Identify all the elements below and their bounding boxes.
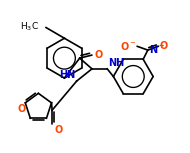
Text: NH: NH: [108, 58, 124, 68]
Text: HN: HN: [60, 70, 76, 80]
Text: H$_3$C: H$_3$C: [20, 21, 39, 33]
Text: O: O: [55, 125, 63, 135]
Text: O: O: [94, 50, 102, 60]
Text: O$^-$: O$^-$: [120, 39, 136, 52]
Text: O: O: [17, 104, 26, 114]
Text: N$^+$: N$^+$: [149, 43, 165, 56]
Text: O: O: [159, 41, 168, 50]
